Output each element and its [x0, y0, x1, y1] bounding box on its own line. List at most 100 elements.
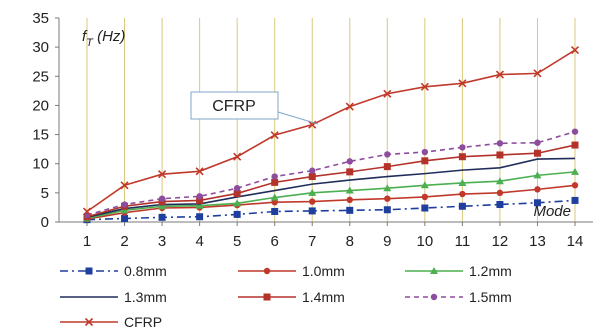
y-tick-label-20: 20: [32, 97, 49, 114]
point-1-2mm-7: [308, 188, 317, 196]
point-1-2mm-11: [458, 178, 467, 186]
point-1-5mm-3: [158, 195, 166, 202]
point-1-2mm-12: [495, 177, 504, 185]
point-cfrp-13-b: [533, 69, 542, 78]
point-1-4mm-11: [458, 153, 466, 161]
point-cfrp-9: [383, 89, 392, 98]
x-tick-label-11: 11: [455, 233, 471, 250]
legend-label-1-2mm: 1.2mm: [469, 263, 512, 279]
point-cfrp-10-b: [420, 82, 429, 91]
x-tick-label-1: 1: [83, 233, 91, 250]
point-1-0mm-14: [571, 182, 579, 189]
legend-marker-1-5mm: [430, 293, 438, 301]
point-1-0mm-10: [421, 193, 429, 201]
point-0-8mm-8: [346, 206, 354, 214]
series-1-0mm: [83, 182, 579, 223]
series-line-1-3mm: [86, 157, 576, 219]
point-0-8mm-5: [233, 210, 241, 218]
point-1-2mm-2: [120, 206, 129, 214]
point-1-2mm-5: [233, 199, 242, 207]
point-0-8mm-7: [308, 207, 316, 215]
point-1-2mm-14: [571, 167, 579, 175]
point-1-5mm-10: [421, 148, 429, 156]
point-cfrp-6: [270, 131, 279, 140]
legend-label-0-8mm: 0.8mm: [124, 263, 167, 279]
legend-marker-1-0mm: [263, 267, 271, 275]
legend-label-1-3mm: 1.3mm: [124, 289, 167, 305]
y-tick-label-5: 5: [41, 185, 49, 202]
point-0-8mm-4: [196, 213, 204, 221]
point-0-8mm-14: [571, 196, 579, 204]
point-1-2mm-9: [383, 184, 392, 192]
series-line-1-4mm: [86, 144, 576, 218]
point-1-4mm-6: [271, 178, 279, 186]
point-1-5mm-2: [121, 201, 128, 208]
point-1-4mm-10: [421, 157, 429, 165]
point-cfrp-6-b: [270, 131, 279, 140]
point-1-4mm-12: [496, 151, 504, 159]
point-1-5mm-9: [384, 151, 391, 158]
legend-marker-1-4mm: [263, 293, 271, 301]
y-axis-label: fT (Hz): [82, 28, 125, 49]
point-cfrp-3: [158, 170, 167, 179]
annotation-box: [190, 91, 279, 120]
legend-item-cfrp: CFRP: [60, 314, 162, 330]
point-0-8mm-9: [383, 206, 391, 214]
x-tick-label-2: 2: [120, 233, 128, 250]
annotation-label: CFRP: [212, 98, 256, 115]
x-tick-label-9: 9: [383, 233, 391, 250]
y-tick-label-15: 15: [32, 127, 49, 144]
series-1-5mm: [83, 128, 579, 219]
legend-marker-1-2mm: [430, 267, 438, 274]
point-1-5mm-11: [459, 144, 466, 151]
point-1-4mm-7: [308, 173, 316, 181]
legend-item-1-2mm: 1.2mm: [405, 263, 512, 279]
point-cfrp-1-b: [82, 207, 92, 216]
x-tick-label-5: 5: [233, 233, 241, 250]
point-cfrp-4-b: [195, 167, 204, 176]
point-1-4mm-4: [196, 196, 204, 204]
point-1-4mm-5: [233, 189, 241, 197]
series-line-1-2mm: [86, 171, 576, 220]
legend-item-1-4mm: 1.4mm: [238, 289, 345, 305]
point-1-5mm-7: [309, 167, 316, 174]
x-tick-label-3: 3: [158, 233, 166, 250]
point-1-2mm-3: [158, 202, 167, 210]
point-cfrp-5-b: [233, 152, 242, 161]
point-1-4mm-14: [571, 141, 579, 149]
point-cfrp-4: [195, 167, 204, 176]
legend-marker-0-8mm: [85, 267, 93, 275]
point-1-2mm-6: [270, 193, 279, 201]
point-cfrp-13: [533, 69, 542, 78]
point-1-4mm-13: [533, 149, 541, 157]
annotation-leader-line: [277, 111, 319, 125]
point-0-8mm-11: [458, 202, 466, 210]
point-cfrp-14: [570, 45, 580, 55]
y-tick-label-0: 0: [41, 214, 49, 231]
point-0-8mm-3: [158, 213, 166, 221]
legend-marker-cfrp: [84, 317, 94, 327]
point-1-2mm-4: [195, 201, 204, 209]
point-0-8mm-6: [271, 208, 279, 216]
point-cfrp-11-b: [458, 79, 467, 88]
point-cfrp-7: [308, 120, 317, 129]
point-1-0mm-12: [496, 189, 504, 197]
point-0-8mm-10: [421, 204, 429, 212]
series-line-1-5mm: [86, 130, 576, 216]
x-tick-label-6: 6: [271, 233, 279, 250]
point-cfrp-8-b: [345, 102, 354, 111]
point-1-5mm-5: [233, 184, 241, 192]
point-1-0mm-7: [309, 198, 316, 205]
point-cfrp-11: [458, 79, 467, 88]
series-1-3mm: [86, 157, 576, 219]
point-0-8mm-2: [121, 215, 129, 223]
legend-label-1-0mm: 1.0mm: [302, 263, 345, 279]
point-1-2mm-13: [533, 171, 542, 179]
point-1-5mm-4: [196, 193, 203, 200]
x-tick-label-10: 10: [417, 233, 434, 250]
legend-item-1-0mm: 1.0mm: [238, 263, 345, 279]
point-1-5mm-8: [346, 158, 353, 165]
y-tick-label-35: 35: [32, 10, 49, 27]
point-cfrp-12: [495, 70, 504, 79]
